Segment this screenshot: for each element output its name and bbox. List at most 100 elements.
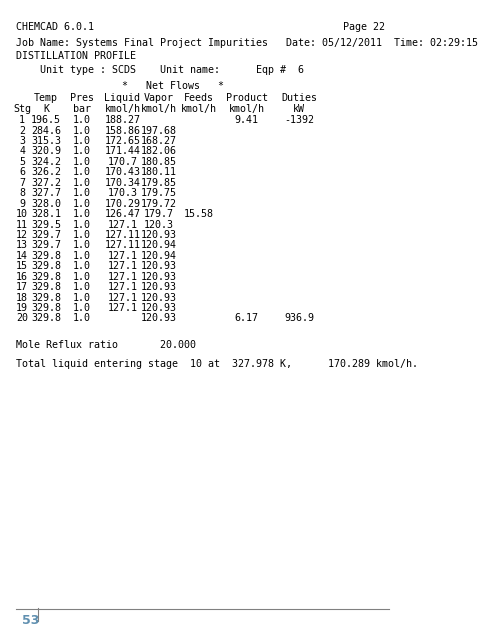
Text: 20: 20 — [16, 314, 28, 323]
Text: 1.0: 1.0 — [73, 261, 91, 271]
Text: Pres: Pres — [70, 93, 94, 103]
Text: 120.3: 120.3 — [144, 220, 174, 230]
Text: 17: 17 — [16, 282, 28, 292]
Text: 1.0: 1.0 — [73, 303, 91, 313]
Text: 1.0: 1.0 — [73, 292, 91, 303]
Text: 328.0: 328.0 — [31, 198, 61, 209]
Text: 328.1: 328.1 — [31, 209, 61, 219]
Text: -1392: -1392 — [284, 115, 314, 125]
Text: 120.93: 120.93 — [141, 272, 177, 282]
Text: 1.0: 1.0 — [73, 136, 91, 146]
Text: 1.0: 1.0 — [73, 115, 91, 125]
Text: Liquid: Liquid — [104, 93, 141, 103]
Text: 14: 14 — [16, 251, 28, 261]
Text: 172.65: 172.65 — [104, 136, 141, 146]
Text: 1: 1 — [19, 115, 25, 125]
Text: 18: 18 — [16, 292, 28, 303]
Text: 170.7: 170.7 — [107, 157, 138, 167]
Text: 1.0: 1.0 — [73, 157, 91, 167]
Text: 1.0: 1.0 — [73, 198, 91, 209]
Text: 182.06: 182.06 — [141, 147, 177, 157]
Text: 13: 13 — [16, 241, 28, 250]
Text: 329.7: 329.7 — [31, 230, 61, 240]
Text: 329.8: 329.8 — [31, 261, 61, 271]
Text: 180.85: 180.85 — [141, 157, 177, 167]
Text: 329.8: 329.8 — [31, 251, 61, 261]
Text: 120.93: 120.93 — [141, 282, 177, 292]
Text: 329.8: 329.8 — [31, 292, 61, 303]
Text: 15: 15 — [16, 261, 28, 271]
Text: 127.11: 127.11 — [104, 230, 141, 240]
Text: 1.0: 1.0 — [73, 230, 91, 240]
Text: 179.85: 179.85 — [141, 178, 177, 188]
Text: 11: 11 — [16, 220, 28, 230]
Text: kmol/h: kmol/h — [181, 104, 217, 114]
Text: 120.93: 120.93 — [141, 314, 177, 323]
Text: 1.0: 1.0 — [73, 125, 91, 136]
Text: 327.2: 327.2 — [31, 178, 61, 188]
Text: Unit type : SCDS    Unit name:      Eqp #  6: Unit type : SCDS Unit name: Eqp # 6 — [40, 65, 304, 76]
Text: kmol/h: kmol/h — [104, 104, 141, 114]
Text: 180.11: 180.11 — [141, 168, 177, 177]
Text: 10: 10 — [16, 209, 28, 219]
Text: 127.1: 127.1 — [107, 261, 138, 271]
Text: 329.5: 329.5 — [31, 220, 61, 230]
Text: 127.1: 127.1 — [107, 303, 138, 313]
Text: 6: 6 — [19, 168, 25, 177]
Text: 1.0: 1.0 — [73, 282, 91, 292]
Text: 329.8: 329.8 — [31, 272, 61, 282]
Text: 126.47: 126.47 — [104, 209, 141, 219]
Text: 120.93: 120.93 — [141, 292, 177, 303]
Text: 1.0: 1.0 — [73, 147, 91, 157]
Text: 158.86: 158.86 — [104, 125, 141, 136]
Text: 127.1: 127.1 — [107, 251, 138, 261]
Text: 320.9: 320.9 — [31, 147, 61, 157]
Text: 53: 53 — [22, 614, 40, 627]
Text: Feeds: Feeds — [184, 93, 214, 103]
Text: Vapor: Vapor — [144, 93, 174, 103]
Text: 329.8: 329.8 — [31, 314, 61, 323]
Text: 315.3: 315.3 — [31, 136, 61, 146]
Text: 2: 2 — [19, 125, 25, 136]
Text: 179.7: 179.7 — [144, 209, 174, 219]
Text: *   Net Flows   *: * Net Flows * — [122, 81, 224, 91]
Text: 127.11: 127.11 — [104, 241, 141, 250]
Text: 179.75: 179.75 — [141, 188, 177, 198]
Text: 1.0: 1.0 — [73, 272, 91, 282]
Text: kmol/h: kmol/h — [141, 104, 177, 114]
Text: 120.93: 120.93 — [141, 303, 177, 313]
Text: 120.94: 120.94 — [141, 241, 177, 250]
Text: 170.43: 170.43 — [104, 168, 141, 177]
Text: 120.94: 120.94 — [141, 251, 177, 261]
Text: 3: 3 — [19, 136, 25, 146]
Text: 16: 16 — [16, 272, 28, 282]
Text: Stg: Stg — [13, 104, 31, 114]
Text: 171.44: 171.44 — [104, 147, 141, 157]
Text: 1.0: 1.0 — [73, 314, 91, 323]
Text: 324.2: 324.2 — [31, 157, 61, 167]
Text: Duties: Duties — [281, 93, 317, 103]
Text: 329.8: 329.8 — [31, 303, 61, 313]
Text: 170.34: 170.34 — [104, 178, 141, 188]
Text: Job Name: Systems Final Project Impurities   Date: 05/12/2011  Time: 02:29:15: Job Name: Systems Final Project Impuriti… — [16, 38, 478, 49]
Text: Product: Product — [226, 93, 268, 103]
Text: Temp: Temp — [34, 93, 58, 103]
Text: 19: 19 — [16, 303, 28, 313]
Text: 15.58: 15.58 — [184, 209, 214, 219]
Text: 127.1: 127.1 — [107, 220, 138, 230]
Text: 327.7: 327.7 — [31, 188, 61, 198]
Text: 7: 7 — [19, 178, 25, 188]
Text: Page 22: Page 22 — [343, 22, 385, 33]
Text: Total liquid entering stage  10 at  327.978 K,      170.289 kmol/h.: Total liquid entering stage 10 at 327.97… — [16, 359, 418, 369]
Text: 179.72: 179.72 — [141, 198, 177, 209]
Text: 196.5: 196.5 — [31, 115, 61, 125]
Text: 1.0: 1.0 — [73, 178, 91, 188]
Text: 188.27: 188.27 — [104, 115, 141, 125]
Text: kmol/h: kmol/h — [229, 104, 265, 114]
Text: 168.27: 168.27 — [141, 136, 177, 146]
Text: 1.0: 1.0 — [73, 168, 91, 177]
Text: 1.0: 1.0 — [73, 220, 91, 230]
Text: CHEMCAD 6.0.1: CHEMCAD 6.0.1 — [16, 22, 94, 33]
Text: 127.1: 127.1 — [107, 292, 138, 303]
Text: 197.68: 197.68 — [141, 125, 177, 136]
